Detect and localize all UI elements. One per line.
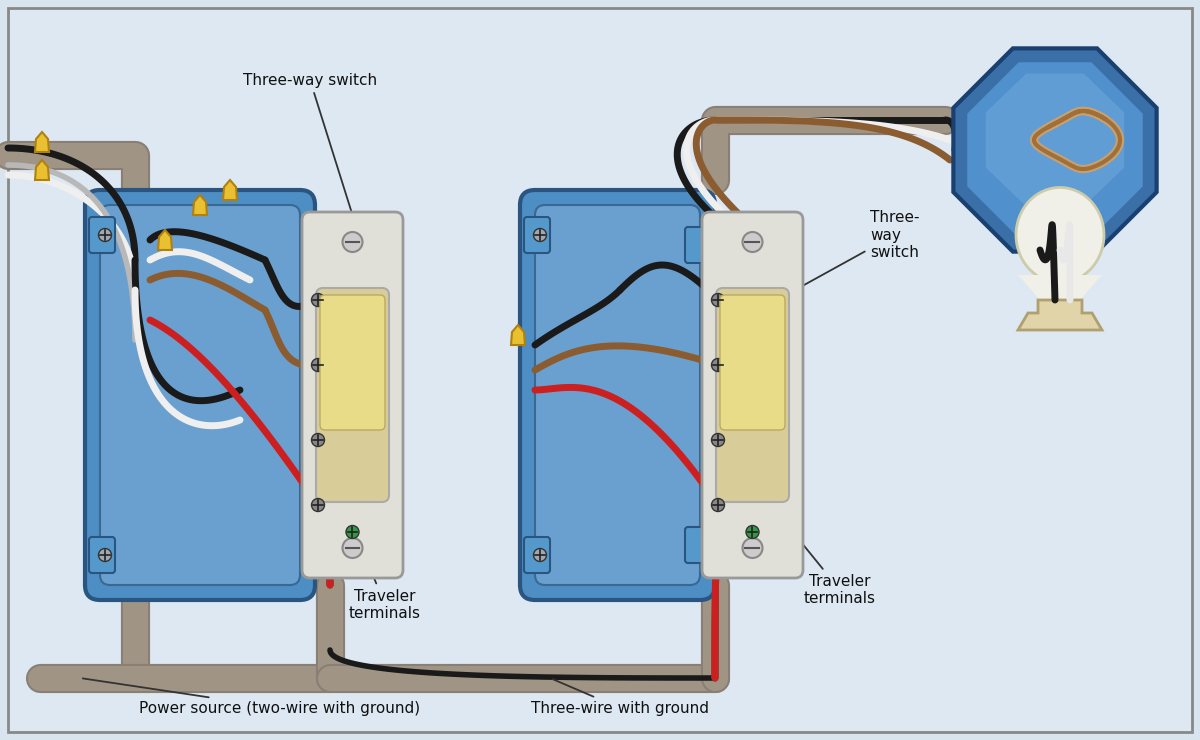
Polygon shape [967,62,1142,238]
Circle shape [342,538,362,558]
Polygon shape [223,180,238,200]
Text: Traveler
terminals: Traveler terminals [720,443,876,606]
FancyBboxPatch shape [85,190,314,600]
Polygon shape [985,73,1124,206]
Polygon shape [953,48,1157,252]
Polygon shape [35,132,49,152]
Circle shape [712,358,725,371]
FancyBboxPatch shape [89,217,115,253]
Circle shape [346,525,359,539]
Circle shape [712,499,725,511]
Circle shape [312,434,324,446]
Circle shape [746,525,758,539]
FancyBboxPatch shape [89,537,115,573]
Text: Traveler
terminals: Traveler terminals [319,443,421,621]
FancyBboxPatch shape [716,288,788,502]
Text: Three-
way
switch: Three- way switch [798,210,919,289]
FancyBboxPatch shape [685,527,710,563]
FancyBboxPatch shape [535,205,700,585]
Circle shape [312,499,324,511]
FancyBboxPatch shape [100,205,300,585]
Text: Three-way switch: Three-way switch [242,73,377,212]
FancyBboxPatch shape [302,212,403,578]
Circle shape [98,229,112,241]
Polygon shape [1018,300,1102,330]
Circle shape [743,232,762,252]
Polygon shape [35,160,49,180]
Circle shape [312,358,324,371]
FancyBboxPatch shape [685,227,710,263]
Text: Three-wire with ground: Three-wire with ground [530,679,709,716]
FancyBboxPatch shape [720,295,785,430]
FancyBboxPatch shape [8,8,1192,732]
Polygon shape [511,325,524,345]
Circle shape [342,232,362,252]
Circle shape [534,548,546,562]
Text: Power source (two-wire with ground): Power source (two-wire with ground) [83,679,420,716]
Ellipse shape [1016,187,1104,283]
FancyBboxPatch shape [702,212,803,578]
Polygon shape [158,230,172,250]
Circle shape [712,294,725,306]
FancyBboxPatch shape [320,295,385,430]
FancyBboxPatch shape [520,190,715,600]
FancyBboxPatch shape [524,217,550,253]
Circle shape [712,434,725,446]
Circle shape [312,294,324,306]
Polygon shape [193,195,208,215]
Circle shape [743,538,762,558]
Circle shape [98,548,112,562]
Polygon shape [1018,275,1102,300]
FancyBboxPatch shape [316,288,389,502]
FancyBboxPatch shape [524,537,550,573]
Circle shape [534,229,546,241]
